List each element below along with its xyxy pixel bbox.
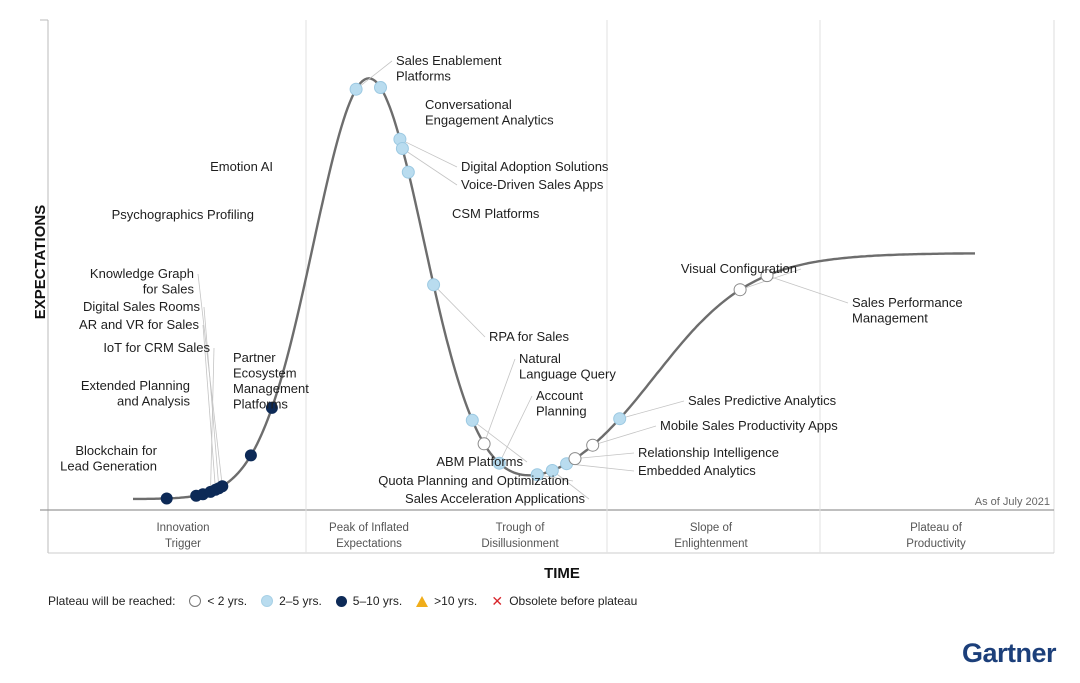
connector-ar-and-vr-for-sales	[202, 324, 216, 490]
connector-embedded-analytics	[566, 463, 635, 472]
point-sales-acceleration-applications	[545, 464, 559, 477]
legend-title: Plateau will be reached:	[48, 594, 176, 608]
legend-item-lt2: < 2 yrs.	[189, 594, 247, 608]
legend-label-gt10: >10 yrs.	[434, 594, 478, 608]
connector-natural-language-query	[483, 358, 516, 444]
point-blockchain-for-lead-generation	[160, 492, 173, 505]
light-blue-circle-icon	[261, 595, 274, 607]
label-sales-acceleration-applications: Sales Acceleration Applications	[405, 491, 585, 506]
label-conversational-engagement-analytics: Conversational Engagement Analytics	[425, 97, 554, 128]
legend-label-obsolete: Obsolete before plateau	[509, 594, 638, 608]
label-sales-enablement-platforms: Sales Enablement Platforms	[396, 53, 502, 84]
label-digital-adoption-solutions: Digital Adoption Solutions	[461, 159, 609, 174]
yellow-triangle-icon	[416, 595, 429, 607]
label-psychographics-profiling: Psychographics Profiling	[112, 207, 254, 222]
label-iot-for-crm-sales: IoT for CRM Sales	[103, 340, 210, 355]
label-account-planning: Account Planning	[536, 388, 587, 419]
connector-voice-driven-sales-apps	[402, 148, 458, 186]
label-ar-and-vr-for-sales: AR and VR for Sales	[79, 317, 199, 332]
point-conversational-engagement-analytics	[374, 81, 387, 94]
legend-label-lt2: < 2 yrs.	[207, 594, 248, 608]
label-partner-ecosystem-management-platforms: Partner Ecosystem Management Platforms	[233, 350, 309, 412]
legend-label-2to5: 2–5 yrs.	[279, 594, 322, 608]
hype-cycle-chart: Blockchain for Lead Generation Extended Pl…	[32, 19, 1055, 582]
point-relationship-intelligence	[568, 452, 582, 466]
gartner-logo: Gartner	[961, 638, 1057, 668]
hype-curve	[133, 77, 975, 501]
chart-frame	[40, 19, 1055, 554]
white-circle-icon	[189, 595, 202, 607]
label-abm-platforms: ABM Platforms	[436, 454, 523, 469]
y-axis-label: EXPECTATIONS	[32, 205, 49, 319]
technology-labels: Blockchain for Lead Generation Extended Pl…	[60, 53, 962, 506]
point-abm-platforms	[465, 413, 479, 427]
point-quota-planning-and-optimization	[530, 468, 544, 482]
label-visual-configuration: Visual Configuration	[681, 261, 797, 276]
point-psychographics-profiling	[244, 449, 257, 462]
legend-item-gt10: >10 yrs.	[416, 594, 477, 608]
connector-account-planning	[498, 395, 533, 464]
connector-mobile-sales-productivity-apps	[592, 425, 657, 446]
point-account-planning	[492, 456, 506, 470]
red-x-icon: ✕	[491, 593, 504, 609]
legend-item-obsolete: ✕ Obsolete before plateau	[491, 594, 637, 608]
connector-sales-acceleration-applications	[552, 470, 590, 500]
label-embedded-analytics: Embedded Analytics	[638, 463, 756, 478]
phase-peak-of-inflated-expectations: Peak of Inflated Expectations	[329, 522, 409, 550]
label-connectors	[197, 60, 849, 500]
phase-slope-of-enlightenment: Slope of Enlightenment	[674, 522, 748, 550]
label-sales-predictive-analytics: Sales Predictive Analytics	[688, 393, 837, 408]
connector-sales-performance-management	[766, 275, 849, 304]
legend-item-5to10: 5–10 yrs.	[335, 594, 403, 608]
phase-plateau-of-productivity: Plateau of Productivity	[906, 522, 966, 550]
legend-label-5to10: 5–10 yrs.	[352, 594, 403, 608]
label-mobile-sales-productivity-apps: Mobile Sales Productivity Apps	[660, 418, 838, 433]
label-knowledge-graph-for-sales: Knowledge Graph for Sales	[90, 266, 195, 297]
point-csm-platforms	[401, 165, 415, 179]
point-knowledge-graph-for-sales	[216, 480, 229, 493]
connector-abm-platforms	[472, 419, 528, 463]
legend-item-2to5: 2–5 yrs.	[261, 594, 322, 608]
point-emotion-ai	[265, 401, 278, 414]
label-relationship-intelligence: Relationship Intelligence	[638, 445, 779, 460]
phase-trough-of-disillusionment: Trough of Disillusionment	[481, 522, 559, 550]
point-natural-language-query	[477, 437, 491, 451]
point-sales-enablement-platforms	[349, 82, 363, 96]
connector-digital-adoption-solutions	[399, 138, 458, 168]
connector-digital-sales-rooms	[203, 306, 220, 489]
label-natural-language-query: Natural Language Query	[519, 351, 616, 382]
label-voice-driven-sales-apps: Voice-Driven Sales Apps	[461, 177, 604, 192]
connector-iot-for-crm-sales	[210, 347, 215, 492]
phase-innovation-trigger: Innovation Trigger	[156, 522, 209, 550]
label-csm-platforms: CSM Platforms	[452, 206, 540, 221]
hype-curve-line	[133, 77, 975, 501]
connector-sales-predictive-analytics	[619, 400, 685, 420]
dark-blue-circle-icon	[335, 595, 347, 607]
connector-rpa-for-sales	[433, 284, 486, 338]
point-rpa-for-sales	[427, 278, 441, 292]
label-rpa-for-sales: RPA for Sales	[489, 329, 569, 344]
connector-knowledge-graph-for-sales	[197, 273, 223, 487]
label-blockchain-for-lead-generation: Blockchain for Lead Generation	[60, 443, 158, 474]
x-axis-label: TIME	[544, 565, 580, 582]
point-sales-performance-management	[760, 269, 774, 283]
phase-labels: Innovation Trigger Peak of Inflated Expecta…	[156, 522, 966, 550]
point-voice-driven-sales-apps	[395, 142, 409, 155]
legend: Plateau will be reached: < 2 yrs. 2–5 yr…	[48, 594, 637, 608]
point-mobile-sales-productivity-apps	[586, 438, 600, 452]
point-sales-predictive-analytics	[613, 412, 627, 426]
label-emotion-ai: Emotion AI	[210, 159, 273, 174]
as-of-note: As of July 2021	[975, 496, 1050, 508]
point-visual-configuration	[733, 283, 747, 297]
label-extended-planning-and-analysis: Extended Planning and Analysis	[81, 378, 191, 409]
connector-relationship-intelligence	[574, 452, 635, 459]
label-quota-planning-and-optimization: Quota Planning and Optimization	[378, 473, 569, 488]
connector-sales-enablement-platforms	[355, 60, 393, 90]
technology-points	[160, 81, 774, 505]
label-sales-performance-management: Sales Performance Management	[852, 295, 963, 326]
label-digital-sales-rooms: Digital Sales Rooms	[83, 299, 201, 314]
